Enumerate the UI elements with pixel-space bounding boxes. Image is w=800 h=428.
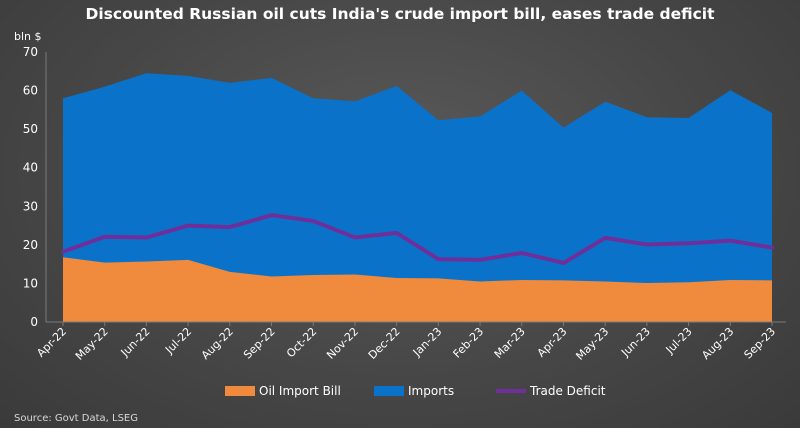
legend-swatch-oil-import-bill [225, 386, 255, 396]
x-tick-label: Jan-23 [410, 325, 445, 360]
x-tick-label: Apr-22 [34, 325, 69, 360]
series-area-imports [63, 73, 772, 323]
plot-area [61, 73, 774, 323]
x-tick-label: May-22 [73, 325, 111, 363]
legend: Oil Import Bill Imports Trade Deficit [225, 384, 606, 398]
x-tick-label: May-23 [573, 325, 611, 363]
y-axis-ticks: 0 10 20 30 40 50 60 70 [23, 45, 38, 329]
x-tick-label: Jul-23 [663, 325, 695, 357]
x-tick-label: Aug-22 [199, 325, 236, 362]
x-tick-label: Aug-23 [699, 325, 736, 362]
x-tick-label: Jun-22 [118, 325, 153, 360]
y-tick-label-50: 50 [23, 122, 38, 136]
series-area-oil-import-bill [63, 257, 772, 322]
x-tick-label: Oct-22 [284, 325, 319, 360]
legend-label-imports: Imports [408, 384, 454, 398]
y-tick-label-40: 40 [23, 161, 38, 175]
y-tick-label-20: 20 [23, 238, 38, 252]
legend-label-oil-import-bill: Oil Import Bill [259, 384, 341, 398]
x-tick-label: Nov-22 [324, 325, 361, 362]
x-axis-ticks: Apr-22 May-22 Jun-22 Jul-22 Aug-22 Sep-22 Oct-… [34, 322, 778, 363]
legend-label-trade-deficit: Trade Deficit [529, 384, 606, 398]
series-line-trade-deficit [61, 213, 774, 265]
chart-title: Discounted Russian oil cuts India's crud… [85, 5, 715, 23]
y-tick-label-70: 70 [23, 45, 38, 59]
x-tick-label: Jun-23 [618, 325, 653, 360]
x-tick-label: Sep-23 [742, 325, 779, 362]
x-tick-label: Feb-23 [451, 325, 487, 361]
y-tick-label-30: 30 [23, 199, 38, 213]
x-tick-label: Jul-22 [162, 325, 194, 357]
x-tick-label: Apr-23 [535, 325, 570, 360]
source-note: Source: Govt Data, LSEG [14, 413, 138, 424]
x-tick-label: Dec-22 [366, 325, 403, 362]
legend-swatch-imports [374, 386, 404, 396]
y-axis-unit-label: bln $ [14, 30, 42, 43]
y-tick-label-0: 0 [30, 315, 38, 329]
x-tick-label: Mar-23 [492, 325, 528, 361]
y-tick-label-60: 60 [23, 84, 38, 98]
x-tick-label: Sep-22 [241, 325, 278, 362]
y-tick-label-10: 10 [23, 276, 38, 290]
